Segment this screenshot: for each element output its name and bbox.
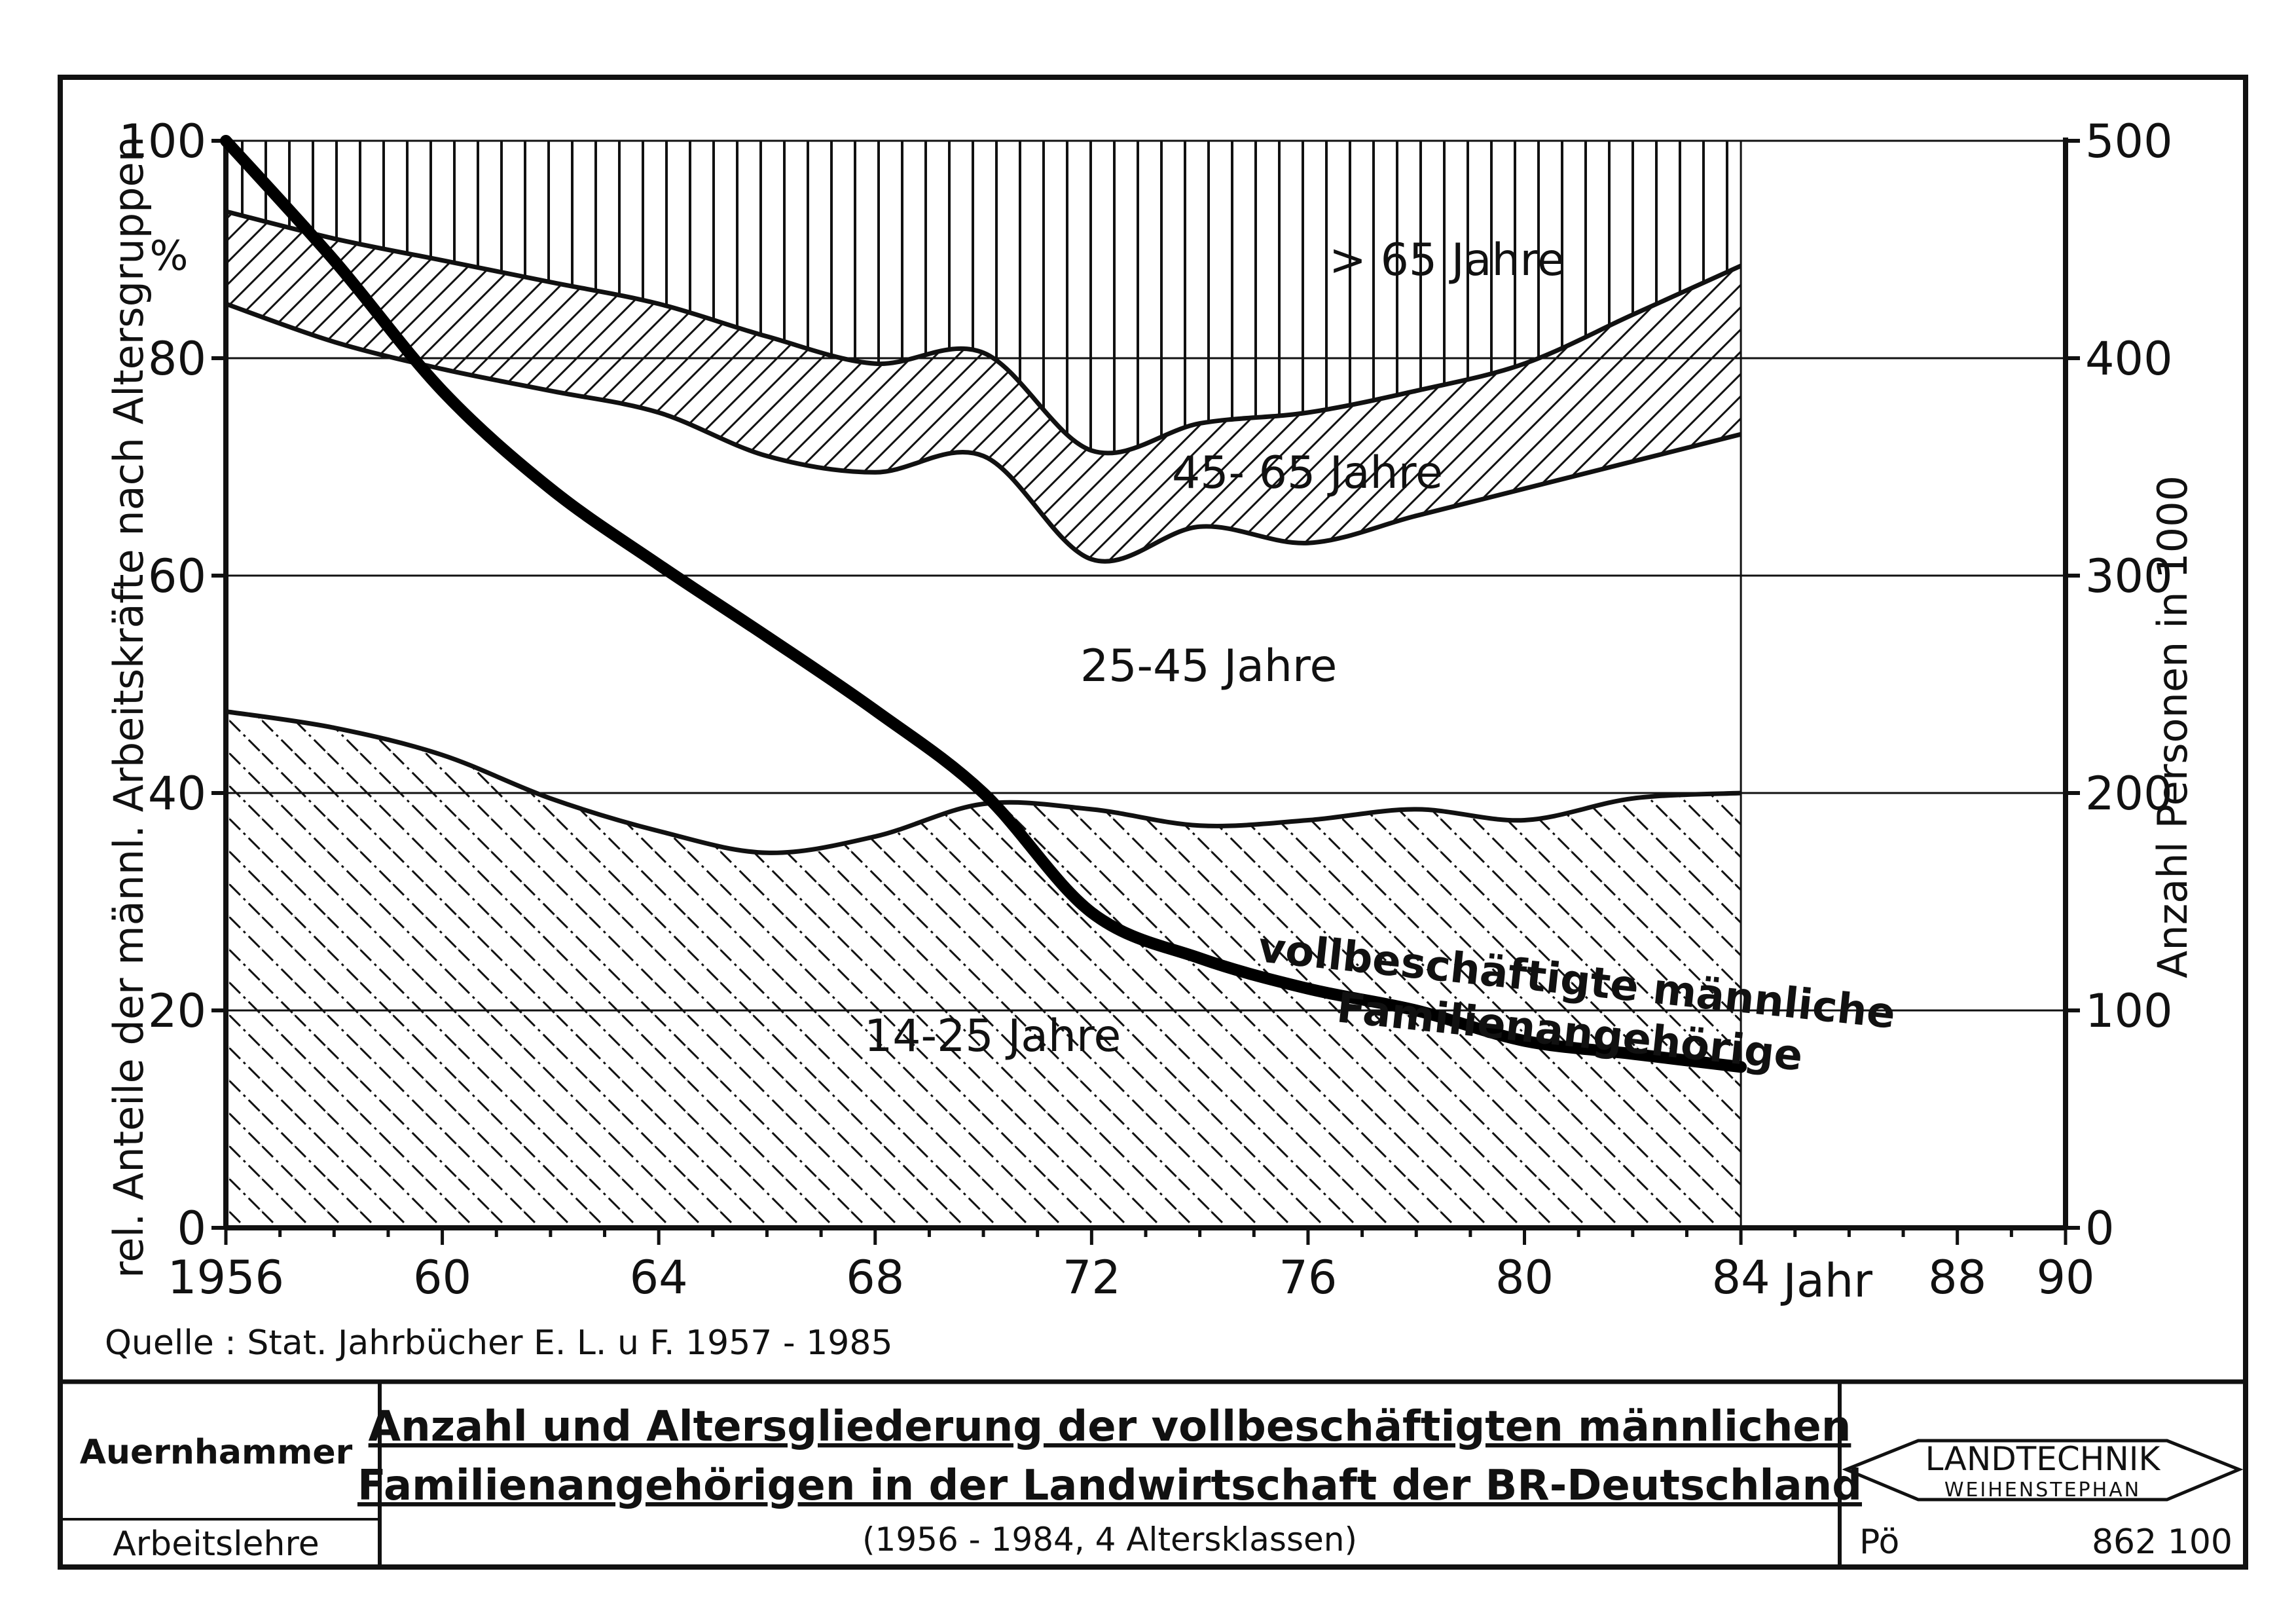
right-tick-label: 100 (2085, 984, 2173, 1038)
right-tick-label: 400 (2085, 332, 2173, 386)
boundary-2 (225, 301, 1741, 564)
footer-subject: Arbeitslehre (113, 1524, 319, 1564)
boundary-1 (225, 709, 1741, 855)
x-tick-label: 80 (1495, 1251, 1554, 1304)
area-over-65 (226, 141, 1741, 453)
left-tick-label: 40 (148, 767, 206, 821)
label-25-45: 25-45 Jahre (1080, 640, 1337, 692)
x-tick-label: 84 (1712, 1251, 1770, 1304)
right-tick-label: 0 (2085, 1202, 2115, 1255)
tick-labels: 0 20 40 60 80 100 0 100 200 300 400 500 1956 60 64 68 72… (118, 115, 2172, 1304)
footer-title-line1: Anzahl und Altersgliederung der vollbesc… (369, 1403, 1851, 1451)
left-tick-label: 100 (118, 115, 206, 168)
left-tick-label: 20 (148, 984, 206, 1038)
source-note: Quelle : Stat. Jahrbücher E. L. u F. 195… (105, 1323, 893, 1363)
right-tick-label: 300 (2085, 549, 2173, 603)
series-group (220, 135, 1747, 1073)
boundary-curves (225, 141, 1742, 1228)
label-14-25: 14-25 Jahre (864, 1010, 1121, 1062)
left-tick-label: 0 (177, 1202, 206, 1255)
left-tick-label: 60 (148, 549, 206, 603)
footer-author: Auernhammer (80, 1433, 353, 1472)
x-axis-unit-label: Jahr (1780, 1254, 1872, 1308)
footer-code-right: 862 100 (2092, 1522, 2232, 1562)
footer-subtitle: (1956 - 1984, 4 Altersklassen) (862, 1521, 1357, 1559)
right-axis-title: Anzahl Personen in 1000 (2149, 475, 2196, 978)
boundary-3 (225, 209, 1742, 456)
logo-line2: WEIHENSTEPHAN (1944, 1479, 2141, 1502)
x-tick-label: 72 (1063, 1251, 1121, 1304)
x-tick-label: 1956 (168, 1251, 284, 1304)
left-axis-unit: % (150, 232, 189, 280)
outer-frame (58, 75, 2248, 1570)
footer-code-left: Pö (1859, 1522, 1899, 1562)
area-14-25 (226, 711, 1741, 1228)
x-tick-label: 90 (2036, 1251, 2094, 1304)
landtechnik-logo: LANDTECHNIK WEIHENSTEPHAN (1842, 1439, 2244, 1502)
x-tick-label: 68 (846, 1251, 904, 1304)
series-line-vollbeschaeftigte (220, 135, 1747, 1073)
logo-line1: LANDTECHNIK (1925, 1440, 2161, 1478)
area-45-65 (226, 211, 1741, 562)
x-tick-label: 64 (630, 1251, 688, 1304)
label-over-65: > 65 Jahre (1329, 234, 1565, 286)
x-tick-label: 60 (413, 1251, 471, 1304)
right-tick-label: 500 (2085, 115, 2173, 168)
footer-title-line2: Familienangehörigen in der Landwirtschaf… (357, 1462, 1862, 1510)
x-tick-label: 88 (1928, 1251, 1986, 1304)
left-axis-title: rel. Anteile der männl. Arbeitskräfte na… (105, 136, 153, 1278)
label-45-65: 45- 65 Jahre (1172, 447, 1443, 499)
left-tick-label: 80 (148, 332, 206, 386)
x-tick-label: 76 (1279, 1251, 1337, 1304)
right-tick-label: 200 (2085, 767, 2173, 821)
age-group-areas (226, 141, 1741, 1228)
